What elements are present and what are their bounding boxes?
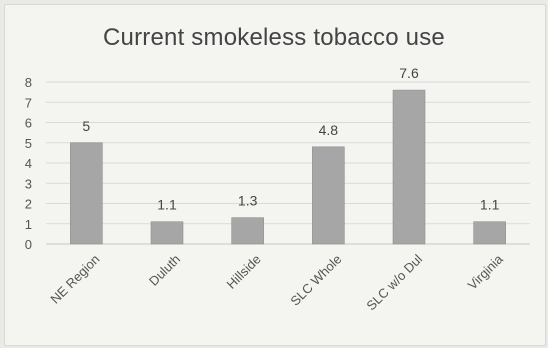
- bar: [473, 221, 506, 245]
- chart-title: Current smokeless tobacco use: [103, 24, 445, 51]
- x-tick-label: NE Region: [47, 252, 102, 307]
- data-label: 5: [82, 118, 90, 134]
- bar: [150, 221, 184, 245]
- y-tick-label: 1: [25, 217, 32, 232]
- y-axis: 0 1 2 3 4 5 6 7 8: [25, 75, 32, 252]
- y-tick-label: 0: [25, 237, 32, 252]
- x-tick-label: Duluth: [146, 252, 183, 289]
- y-tick-label: 2: [25, 197, 32, 212]
- x-tick-label: SLC w/o Dul: [363, 251, 425, 313]
- data-label: 1.1: [157, 197, 177, 213]
- data-labels: 5 1.1 1.3 4.8 7.6 1.1: [82, 65, 499, 213]
- y-tick-label: 6: [25, 116, 32, 131]
- y-tick-label: 5: [25, 136, 32, 151]
- bar: [392, 89, 426, 245]
- data-label: 1.1: [480, 197, 500, 213]
- data-label: 4.8: [319, 122, 339, 138]
- y-tick-label: 8: [25, 75, 32, 90]
- x-tick-label: Hillside: [224, 252, 264, 292]
- bar: [312, 146, 345, 245]
- x-tick-label: Virginia: [465, 251, 507, 293]
- y-tick-label: 4: [25, 156, 32, 171]
- bar: [231, 217, 264, 245]
- bars: [70, 89, 506, 245]
- x-tick-label: SLC Whole: [287, 252, 344, 309]
- bar: [70, 142, 103, 245]
- y-tick-label: 3: [25, 176, 32, 191]
- y-tick-label: 7: [25, 95, 32, 110]
- x-axis: NE Region Duluth Hillside SLC Whole SLC w/o …: [47, 251, 506, 313]
- data-label: 1.3: [238, 193, 258, 209]
- gridlines: [46, 81, 530, 245]
- data-label: 7.6: [399, 65, 419, 81]
